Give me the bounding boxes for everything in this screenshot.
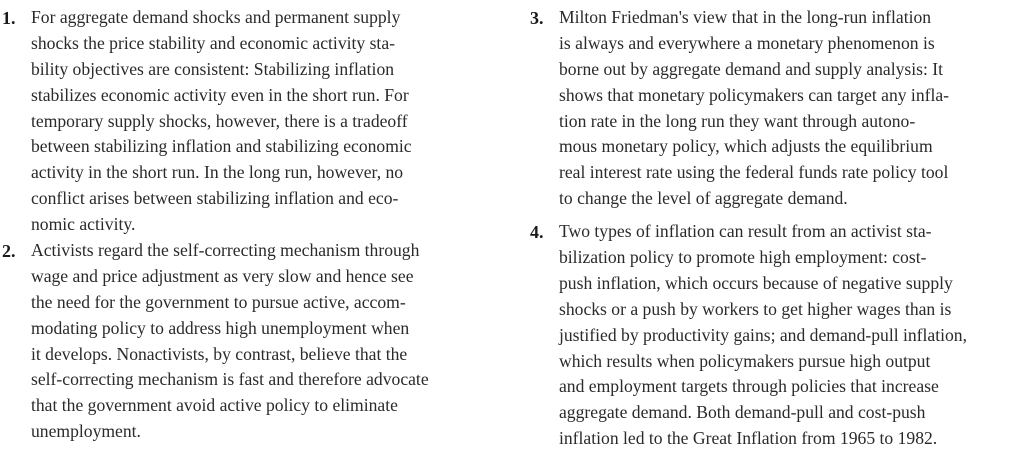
left-column: 1. For aggregate demand shocks and perma…: [0, 5, 500, 445]
text-line: is always and everywhere a monetary phen…: [559, 32, 935, 53]
text-line: For aggregate demand shocks and permanen…: [31, 7, 401, 27]
item-number: 3.: [530, 8, 544, 28]
text-line: self-correcting mechanism is fast and th…: [31, 369, 429, 390]
text-line: it develops. Nonactivists, by contrast, …: [31, 343, 408, 364]
text-line: Activists regard the self-correcting mec…: [31, 240, 420, 261]
summary-item-4: 4. Two types of inflation can result fro…: [528, 219, 1022, 452]
text-line: aggregate demand. Both demand-pull and c…: [559, 402, 926, 423]
text-line: bility objectives are consistent: Stabil…: [31, 58, 395, 79]
text-line: nomic activity.: [31, 214, 136, 235]
text-line: the need for the government to pursue ac…: [31, 291, 406, 312]
text-line: Two types of inflation can result from a…: [559, 221, 932, 242]
item-number: 1.: [2, 8, 16, 28]
text-line: shocks or a push by workers to get highe…: [559, 298, 952, 319]
text-line: which results when policymakers pursue h…: [559, 350, 931, 371]
right-column: 3. Milton Friedman's view that in the lo…: [528, 5, 1022, 452]
text-line: bilization policy to promote high employ…: [559, 247, 927, 268]
text-line: shows that monetary policymakers can tar…: [559, 84, 950, 105]
text-line: and employment targets through policies …: [559, 376, 939, 397]
item-number: 2.: [2, 241, 16, 262]
item-number: 4.: [530, 222, 544, 243]
text-line: push inflation, which occurs because of …: [559, 272, 953, 293]
text-line: tion rate in the long run they want thro…: [559, 110, 916, 131]
text-line: shocks the price stability and economic …: [31, 32, 395, 53]
text-line: stabilizes economic activity even in the…: [31, 84, 409, 105]
text-line: activity in the short run. In the long r…: [31, 162, 404, 183]
summary-item-2: 2. Activists regard the self-correcting …: [0, 238, 500, 445]
text-line: borne out by aggregate demand and supply…: [559, 58, 944, 79]
summary-item-3: 3. Milton Friedman's view that in the lo…: [528, 5, 1022, 212]
text-line: unemployment.: [31, 421, 141, 442]
text-line: temporary supply shocks, however, there …: [31, 110, 408, 131]
text-line: wage and price adjustment as very slow a…: [31, 265, 414, 286]
text-line: inflation led to the Great Inflation fro…: [559, 428, 938, 449]
text-line: Milton Friedman's view that in the long-…: [559, 7, 932, 27]
text-line: modating policy to address high unemploy…: [31, 317, 410, 338]
text-line: that the government avoid active policy …: [31, 395, 398, 416]
text-line: between stabilizing inflation and stabil…: [31, 136, 412, 157]
text-line: to change the level of aggregate demand.: [559, 188, 848, 209]
text-line: real interest rate using the federal fun…: [559, 162, 949, 183]
text-line: mous monetary policy, which adjusts the …: [559, 136, 933, 157]
text-line: conflict arises between stabilizing infl…: [31, 188, 399, 209]
summary-item-1: 1. For aggregate demand shocks and perma…: [0, 5, 500, 238]
text-line: justified by productivity gains; and dem…: [559, 324, 968, 345]
